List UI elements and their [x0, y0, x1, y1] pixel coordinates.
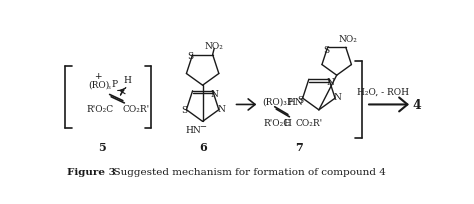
Text: +: +: [94, 71, 102, 80]
Text: N: N: [217, 104, 225, 113]
Text: H: H: [124, 75, 131, 84]
Text: HN: HN: [288, 97, 303, 106]
Text: R'O₂C: R'O₂C: [86, 104, 113, 113]
Text: 7: 7: [296, 142, 303, 153]
Text: NO₂: NO₂: [338, 34, 357, 43]
Text: S: S: [187, 52, 193, 61]
Text: (RO)₃P: (RO)₃P: [262, 97, 293, 106]
Text: Suggested mechanism for formation of compound 4: Suggested mechanism for formation of com…: [107, 167, 386, 176]
Text: NO₂: NO₂: [204, 41, 223, 50]
Text: −: −: [199, 122, 206, 130]
Text: S: S: [181, 106, 187, 115]
Text: P: P: [112, 80, 118, 89]
Text: H: H: [284, 118, 292, 127]
Text: (RO): (RO): [89, 80, 110, 89]
Text: 4: 4: [413, 99, 422, 111]
Text: N: N: [334, 93, 341, 102]
Text: R'O₂C: R'O₂C: [263, 118, 290, 127]
Text: CO₂R': CO₂R': [296, 118, 323, 127]
Text: ₃: ₃: [108, 83, 111, 91]
Text: H₂O, - ROH: H₂O, - ROH: [357, 88, 409, 96]
Text: S: S: [297, 96, 303, 105]
Text: 6: 6: [199, 142, 207, 153]
Text: CO₂R': CO₂R': [123, 104, 150, 113]
Text: HN: HN: [185, 125, 201, 134]
Text: 5: 5: [98, 142, 106, 153]
Text: S: S: [323, 45, 329, 54]
Text: Figure 3: Figure 3: [67, 167, 116, 176]
Text: N: N: [327, 78, 334, 86]
Text: N: N: [210, 89, 218, 98]
